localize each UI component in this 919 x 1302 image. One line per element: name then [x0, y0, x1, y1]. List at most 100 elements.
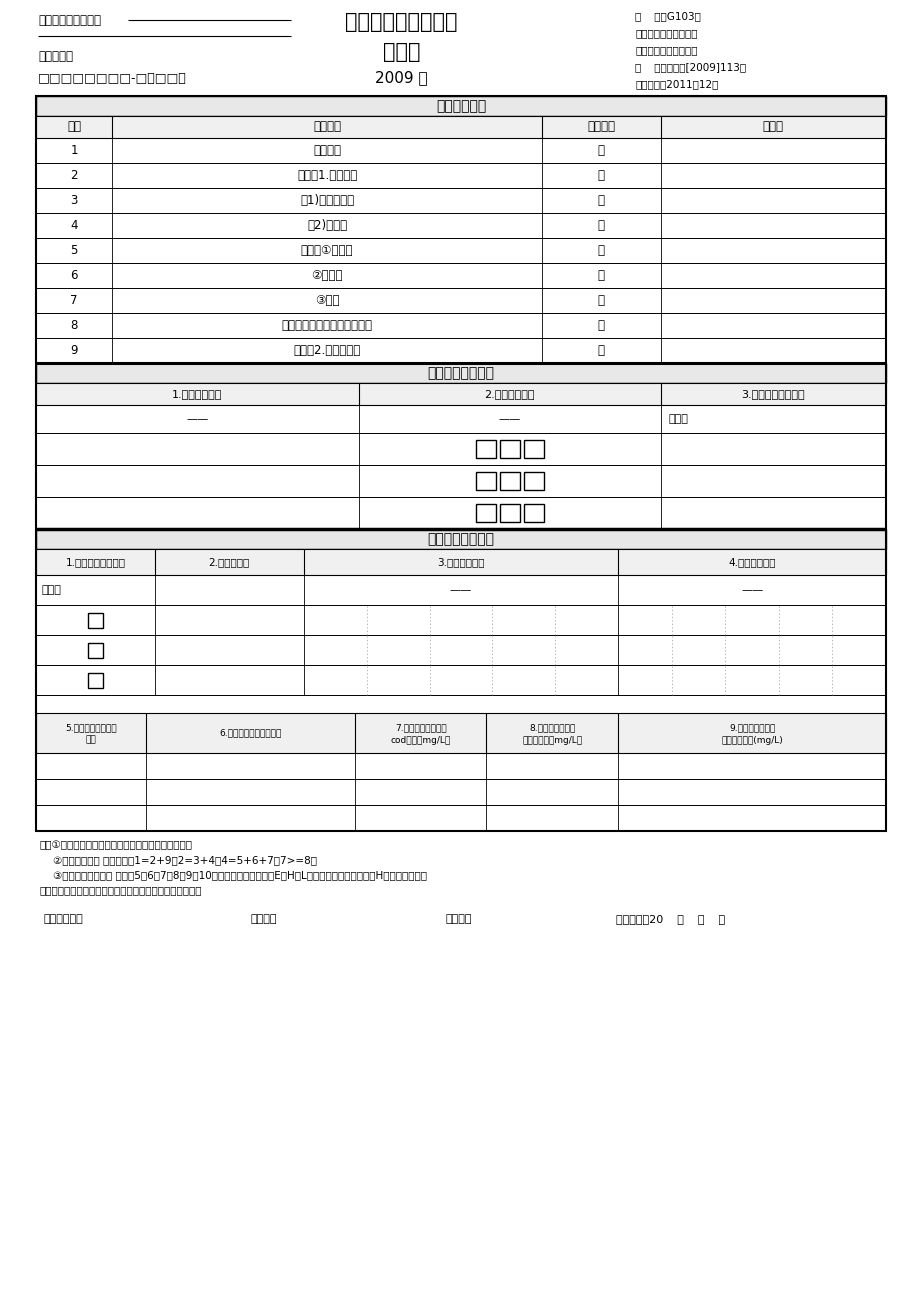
Text: 总计：: 总计：: [668, 414, 688, 424]
Bar: [36, 96, 885, 116]
Bar: [475, 504, 495, 522]
Bar: [36, 312, 885, 339]
Text: 3.受纳水体名称: 3.受纳水体名称: [437, 557, 484, 566]
Text: ③三、废水排放情况 中的第5、6、7、8、9、10项仅限排水去向类型为E、H和L的企业填报。排水去向为H的企业填报所排: ③三、废水排放情况 中的第5、6、7、8、9、10项仅限排水去向类型为E、H和L…: [40, 870, 426, 880]
Text: 吨: 吨: [597, 243, 604, 256]
Bar: [36, 695, 885, 713]
Text: 有效期至：2011年12月: 有效期至：2011年12月: [634, 79, 718, 89]
Text: ③其他: ③其他: [314, 294, 339, 307]
Text: 批准机关：国家统计局: 批准机关：国家统计局: [634, 46, 697, 55]
Bar: [88, 673, 103, 687]
Bar: [36, 529, 885, 549]
Text: 吨: 吨: [597, 219, 604, 232]
Text: 名称: 名称: [85, 736, 96, 745]
Bar: [36, 187, 885, 214]
Bar: [36, 575, 885, 605]
Text: 吨: 吨: [597, 194, 604, 207]
Bar: [36, 497, 885, 529]
Text: 8.排入污水处理厂: 8.排入污水处理厂: [528, 724, 575, 733]
Text: 2.废水排放量: 2.废水排放量: [209, 557, 250, 566]
Text: 8: 8: [71, 319, 78, 332]
Text: 三、废水排放情况: 三、废水排放情况: [427, 533, 494, 546]
Bar: [475, 473, 495, 490]
Text: 1: 1: [71, 145, 78, 158]
Text: 单位负责人：: 单位负责人：: [44, 914, 84, 924]
Bar: [36, 138, 885, 163]
Text: 二、废水产生情况: 二、废水产生情况: [427, 366, 494, 380]
Text: 吨: 吨: [597, 344, 604, 357]
Bar: [36, 753, 885, 779]
Bar: [499, 504, 519, 522]
Text: 单位代码：: 单位代码：: [38, 49, 73, 62]
Text: 吨: 吨: [597, 145, 604, 158]
Text: ——: ——: [449, 585, 471, 595]
Text: 其中：①地表水: 其中：①地表水: [301, 243, 353, 256]
Bar: [523, 473, 543, 490]
Bar: [36, 116, 885, 138]
Bar: [36, 635, 885, 665]
Text: 9: 9: [71, 344, 78, 357]
Text: 文    号：国统制[2009]113号: 文 号：国统制[2009]113号: [634, 62, 745, 72]
Text: 2.废水类型代码: 2.废水类型代码: [484, 389, 535, 398]
Text: 2: 2: [71, 169, 78, 182]
Text: 总计：: 总计：: [42, 585, 62, 595]
Bar: [499, 473, 519, 490]
Text: 的氨氮浓度（mg/L）: 的氨氮浓度（mg/L）: [522, 736, 582, 745]
Text: 单位名称（公章）：: 单位名称（公章）：: [38, 13, 101, 26]
Text: 一、用水情况: 一、用水情况: [436, 99, 485, 113]
Text: （1)城市自来水: （1)城市自来水: [300, 194, 354, 207]
Text: 3: 3: [71, 194, 78, 207]
Bar: [499, 440, 519, 458]
Text: 9.排入污水处理厂: 9.排入污水处理厂: [728, 724, 775, 733]
Text: 制表机关：环境保护部: 制表机关：环境保护部: [634, 29, 697, 38]
Text: cod浓度（mg/L）: cod浓度（mg/L）: [390, 736, 450, 745]
Text: ②地下水: ②地下水: [311, 270, 343, 283]
Bar: [523, 440, 543, 458]
Text: 其中：利用周边工业企业水量: 其中：利用周边工业企业水量: [281, 319, 372, 332]
Text: 吨: 吨: [597, 294, 604, 307]
Text: ——: ——: [740, 585, 763, 595]
Bar: [36, 805, 885, 831]
Bar: [36, 665, 885, 695]
Text: 工业用水、排水情况: 工业用水、排水情况: [345, 12, 458, 33]
Text: 7.排入污水处理厂的: 7.排入污水处理厂的: [394, 724, 446, 733]
Text: 4.受纳水体代码: 4.受纳水体代码: [728, 557, 775, 566]
Text: 表    号：G103表: 表 号：G103表: [634, 10, 700, 21]
Text: 填表人：: 填表人：: [446, 914, 472, 924]
Bar: [36, 363, 885, 383]
Text: 调查表: 调查表: [382, 42, 420, 62]
Text: 1.排水去向类型代码: 1.排水去向类型代码: [65, 557, 125, 566]
Text: 其中：1.取水总量: 其中：1.取水总量: [297, 169, 357, 182]
Bar: [36, 163, 885, 187]
Text: 年实际: 年实际: [762, 121, 783, 134]
Text: ——: ——: [187, 414, 209, 424]
Bar: [36, 549, 885, 575]
Bar: [36, 214, 885, 238]
Text: 其中：2.重复用水量: 其中：2.重复用水量: [293, 344, 360, 357]
Bar: [36, 263, 885, 288]
Bar: [36, 434, 885, 465]
Text: （2)自备水: （2)自备水: [307, 219, 346, 232]
Text: 2009 年: 2009 年: [375, 70, 427, 86]
Bar: [36, 605, 885, 635]
Text: 3.废水产生量（吨）: 3.废水产生量（吨）: [741, 389, 804, 398]
Text: 计量单位: 计量单位: [586, 121, 615, 134]
Bar: [36, 339, 885, 363]
Text: 注：①表中各项指标、除污染物浓度外，均保留整数。: 注：①表中各项指标、除污染物浓度外，均保留整数。: [40, 840, 193, 850]
Text: 的石油类浓度(mg/L): 的石油类浓度(mg/L): [720, 736, 782, 745]
Text: 1.废水类型名称: 1.废水类型名称: [172, 389, 222, 398]
Bar: [36, 405, 885, 434]
Text: 6: 6: [71, 270, 78, 283]
Text: 5: 5: [71, 243, 78, 256]
Bar: [36, 465, 885, 497]
Text: 入企业的组织机构代码、名称及排入该企业的污染物浓度。: 入企业的组织机构代码、名称及排入该企业的污染物浓度。: [40, 885, 202, 894]
Bar: [88, 612, 103, 628]
Text: 填表日期：20    年    月    日: 填表日期：20 年 月 日: [616, 914, 724, 924]
Bar: [36, 96, 885, 831]
Text: 审核人：: 审核人：: [251, 914, 278, 924]
Bar: [523, 504, 543, 522]
Text: 吨: 吨: [597, 270, 604, 283]
Text: 指标名称: 指标名称: [312, 121, 341, 134]
Bar: [36, 288, 885, 312]
Text: 用水总量: 用水总量: [312, 145, 341, 158]
